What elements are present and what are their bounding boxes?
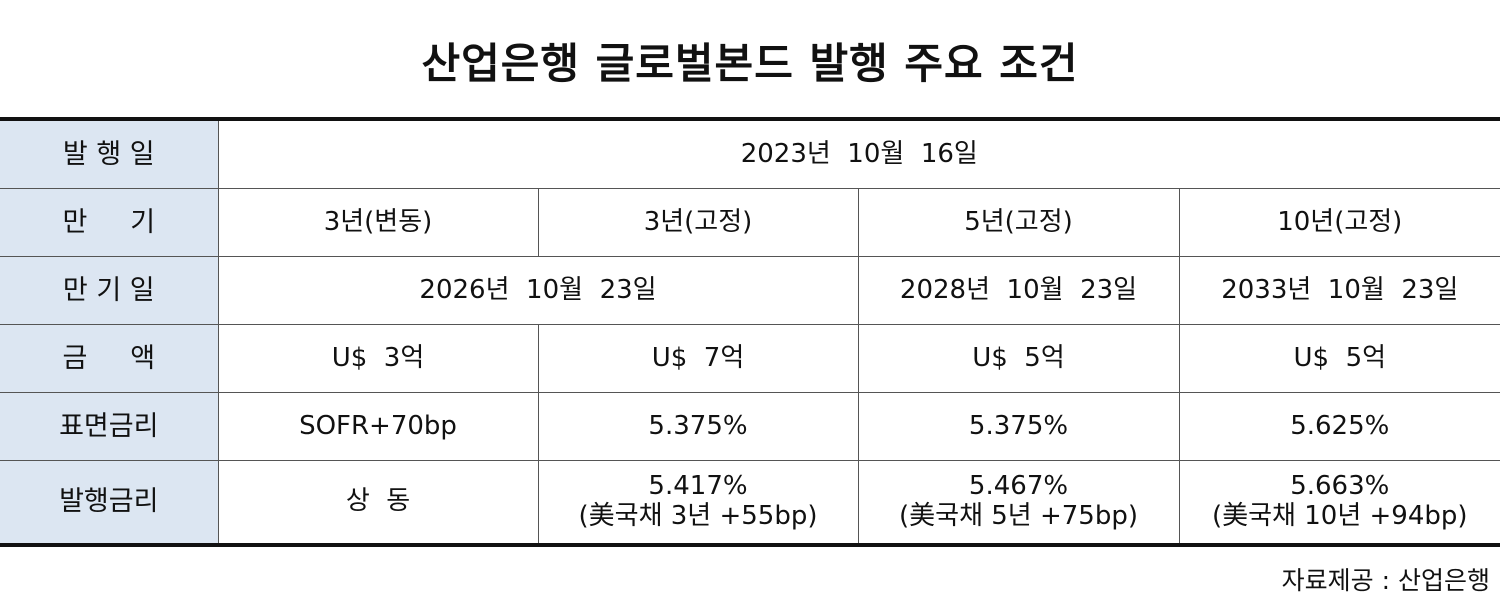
coupon-cell-4: 5.625% <box>1178 392 1500 461</box>
maturity-date-cell-1: 2026년 10월 23일 <box>217 256 859 325</box>
table-row-maturity: 만 기 3년(변동) 3년(고정) 5년(고정) 10년(고정) <box>0 188 1500 257</box>
maturity-cell-3: 5년(고정) <box>857 188 1180 257</box>
row-label-issue-rate: 발행금리 <box>0 460 219 546</box>
issue-date-value: 2023년 10월 16일 <box>217 118 1500 189</box>
row-label-issue-date: 발 행 일 <box>0 118 219 189</box>
issue-rate-spread: (美국채 5년 +75bp) <box>899 501 1138 531</box>
amount-cell-4: U$ 5억 <box>1178 324 1500 393</box>
table-row-amount: 금 액 U$ 3억 U$ 7억 U$ 5억 U$ 5억 <box>0 324 1500 393</box>
amount-cell-2: U$ 7억 <box>537 324 859 393</box>
issue-rate-cell-2: 5.417% (美국채 3년 +55bp) <box>537 460 859 546</box>
maturity-cell-2: 3년(고정) <box>537 188 859 257</box>
maturity-date-cell-3: 2033년 10월 23일 <box>1178 256 1500 325</box>
issue-rate-spread: (美국채 3년 +55bp) <box>578 501 818 531</box>
issue-rate-cell-1: 상 동 <box>217 460 539 546</box>
coupon-cell-3: 5.375% <box>857 392 1180 461</box>
amount-cell-3: U$ 5억 <box>857 324 1180 393</box>
table-row-issue-date: 발 행 일 2023년 10월 16일 <box>0 118 1500 189</box>
table-row-issue-rate: 발행금리 상 동 5.417% (美국채 3년 +55bp) 5.467% (美… <box>0 460 1500 546</box>
maturity-date-cell-2: 2028년 10월 23일 <box>857 256 1180 325</box>
issue-rate-value: 5.467% <box>968 471 1069 502</box>
coupon-cell-2: 5.375% <box>537 392 859 461</box>
row-label-coupon: 표면금리 <box>0 392 219 461</box>
terms-table: 발 행 일 2023년 10월 16일 만 기 3년(변동) 3년(고정) 5년… <box>0 117 1500 547</box>
row-label-maturity: 만 기 <box>0 188 219 257</box>
page-title: 산업은행 글로벌본드 발행 주요 조건 <box>421 39 1079 88</box>
table-row-coupon: 표면금리 SOFR+70bp 5.375% 5.375% 5.625% <box>0 392 1500 461</box>
issue-rate-value: 5.663% <box>1290 471 1390 502</box>
issue-rate-cell-3: 5.467% (美국채 5년 +75bp) <box>857 460 1180 546</box>
maturity-cell-1: 3년(변동) <box>217 188 539 257</box>
coupon-cell-1: SOFR+70bp <box>217 392 539 461</box>
issue-rate-value: 5.417% <box>648 471 748 502</box>
row-label-amount: 금 액 <box>0 324 219 393</box>
table-row-maturity-date: 만 기 일 2026년 10월 23일 2028년 10월 23일 2033년 … <box>0 256 1500 325</box>
issue-rate-cell-4: 5.663% (美국채 10년 +94bp) <box>1178 460 1500 546</box>
amount-cell-1: U$ 3억 <box>217 324 539 393</box>
issue-rate-spread: (美국채 10년 +94bp) <box>1211 501 1468 531</box>
row-label-maturity-date: 만 기 일 <box>0 256 219 325</box>
maturity-cell-4: 10년(고정) <box>1178 188 1500 257</box>
source-credit: 자료제공 : 산업은행 <box>1281 566 1490 595</box>
